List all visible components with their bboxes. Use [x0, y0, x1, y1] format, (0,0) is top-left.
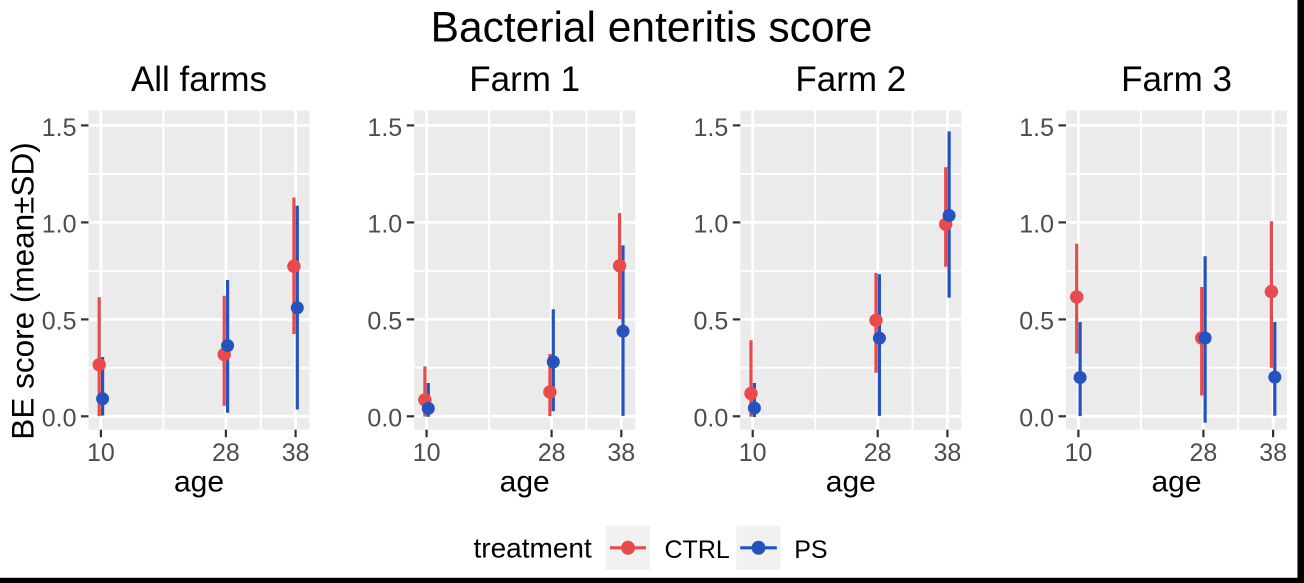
svg-text:All farms: All farms: [131, 60, 267, 99]
svg-text:28: 28: [538, 439, 566, 467]
svg-text:BE score (mean±SD): BE score (mean±SD): [5, 142, 41, 439]
svg-text:1.5: 1.5: [367, 114, 402, 142]
svg-text:CTRL: CTRL: [665, 536, 730, 564]
svg-text:28: 28: [212, 439, 240, 467]
svg-text:38: 38: [1259, 439, 1287, 467]
svg-text:10: 10: [1064, 439, 1092, 467]
svg-text:Farm 1: Farm 1: [469, 60, 580, 99]
svg-text:Bacterial enteritis score: Bacterial enteritis score: [431, 5, 873, 52]
svg-text:age: age: [174, 466, 224, 499]
svg-text:1.0: 1.0: [42, 211, 77, 239]
svg-text:Farm 3: Farm 3: [1121, 60, 1232, 99]
svg-text:treatment: treatment: [474, 533, 592, 564]
svg-text:0.0: 0.0: [367, 405, 402, 433]
svg-text:38: 38: [607, 439, 635, 467]
svg-text:0.5: 0.5: [367, 308, 402, 336]
svg-text:0.5: 0.5: [694, 308, 729, 336]
svg-text:1.5: 1.5: [694, 114, 729, 142]
svg-text:28: 28: [1189, 439, 1217, 467]
svg-text:10: 10: [87, 439, 115, 467]
svg-text:0.5: 0.5: [42, 308, 77, 336]
svg-text:age: age: [826, 466, 876, 499]
svg-text:28: 28: [864, 439, 892, 467]
svg-text:Farm 2: Farm 2: [795, 60, 906, 99]
svg-text:1.5: 1.5: [42, 114, 77, 142]
svg-text:age: age: [500, 466, 550, 499]
svg-text:0.0: 0.0: [1019, 405, 1054, 433]
svg-text:1.0: 1.0: [367, 211, 402, 239]
svg-text:0.0: 0.0: [42, 405, 77, 433]
svg-text:1.0: 1.0: [1019, 211, 1054, 239]
svg-text:0.5: 0.5: [1019, 308, 1054, 336]
svg-text:1.0: 1.0: [694, 211, 729, 239]
svg-text:1.5: 1.5: [1019, 114, 1054, 142]
svg-text:age: age: [1151, 466, 1201, 499]
svg-text:PS: PS: [794, 536, 827, 564]
svg-text:38: 38: [933, 439, 961, 467]
svg-text:38: 38: [282, 439, 310, 467]
svg-text:10: 10: [739, 439, 767, 467]
svg-text:10: 10: [413, 439, 441, 467]
svg-text:0.0: 0.0: [694, 405, 729, 433]
